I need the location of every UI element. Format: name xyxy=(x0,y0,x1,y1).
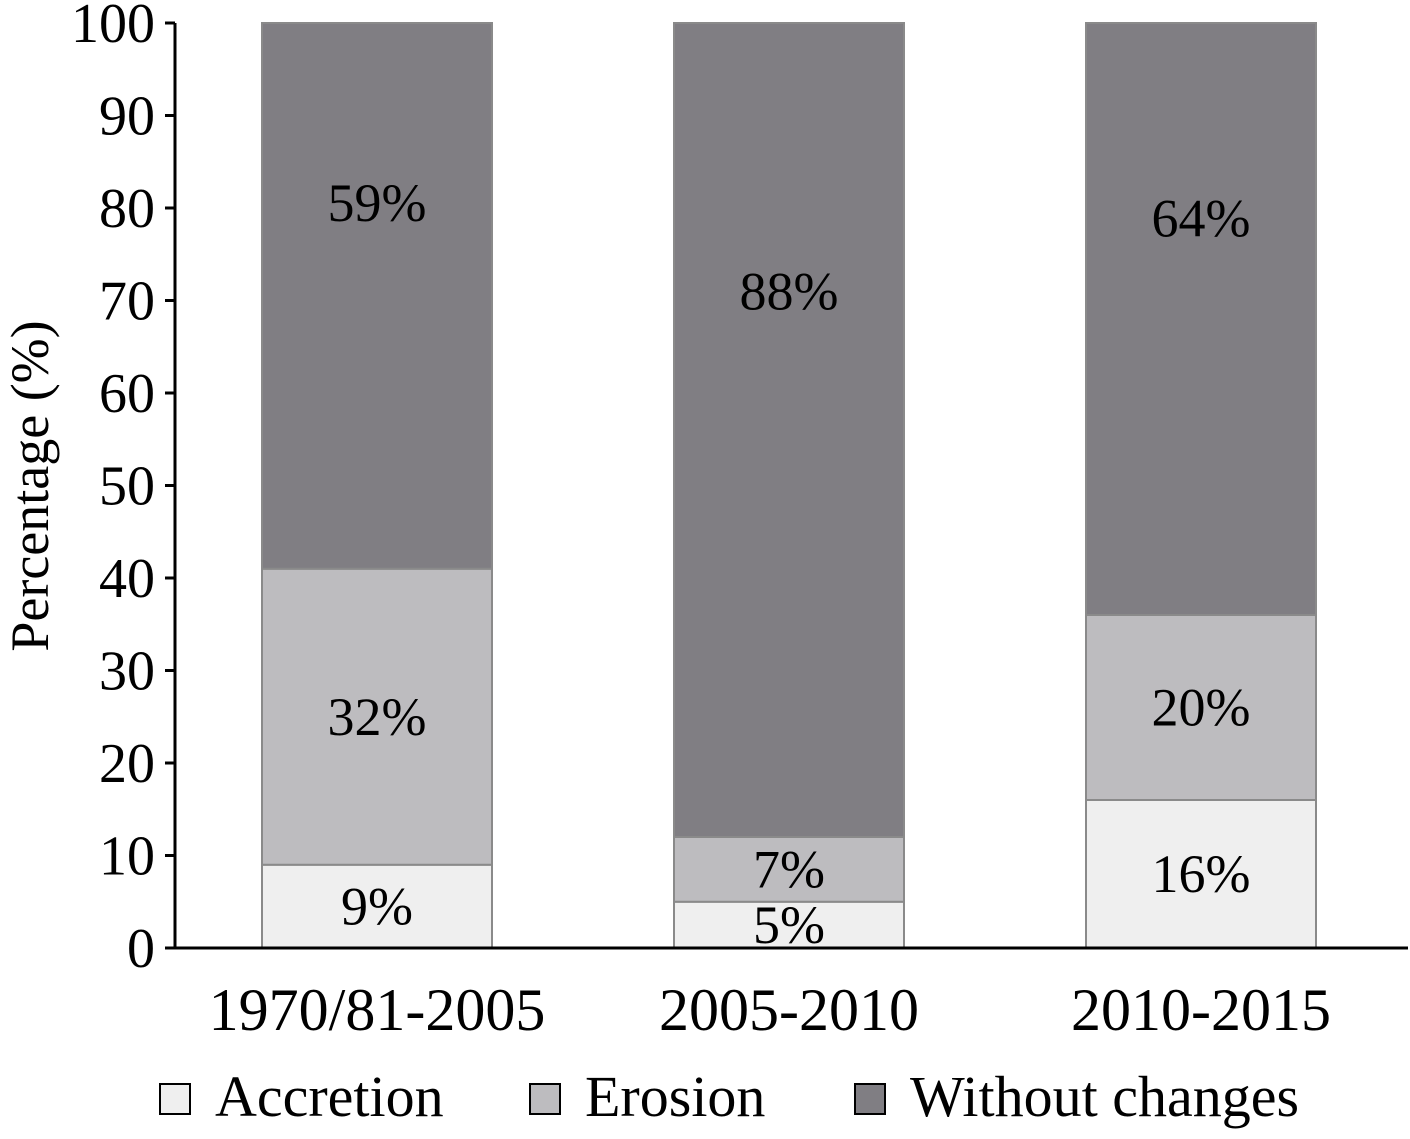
y-tick-label: 40 xyxy=(99,548,155,610)
y-tick-label: 80 xyxy=(99,178,155,240)
bar-segment-3-cat-3 xyxy=(1085,22,1317,616)
y-tick-label: 30 xyxy=(99,641,155,703)
bar-segment-2-cat-3 xyxy=(1085,614,1317,801)
y-tick-label: 20 xyxy=(99,733,155,795)
y-tick-label: 70 xyxy=(99,271,155,333)
data-label-1-cat-3: 16% xyxy=(1152,844,1251,904)
data-label-2-cat-3: 20% xyxy=(1152,678,1251,738)
bar-segment-2-cat-1 xyxy=(261,567,493,866)
data-label-2-cat-1: 32% xyxy=(328,687,427,747)
bars-layer xyxy=(261,22,1317,949)
legend-swatch xyxy=(854,1083,886,1115)
y-tick-label: 60 xyxy=(99,363,155,425)
x-category-label: 2005-2010 xyxy=(659,977,919,1043)
y-tick-label: 90 xyxy=(99,86,155,148)
data-labels-layer: 9% 32% 59% 5%7% 88% 16% 20% 64% xyxy=(328,173,1251,955)
legend-label: Accretion xyxy=(215,1064,444,1129)
axes-layer: 0 10 20 30 40 50 60 70 80 90 100 Percentage (%) 1970… xyxy=(0,0,1408,1043)
data-label-3-cat-1: 59% xyxy=(328,173,427,233)
x-category-label: 1970/81-2005 xyxy=(209,977,546,1043)
y-tick-label: 50 xyxy=(99,456,155,518)
legend-swatch xyxy=(529,1083,561,1115)
data-label-3-cat-3: 64% xyxy=(1152,188,1251,248)
bar-segment-3-cat-1 xyxy=(261,22,493,570)
bar-segment-1-cat-3 xyxy=(1085,799,1317,949)
y-axis-title: Percentage (%) xyxy=(0,320,60,651)
legend: Accretion Erosion Without changes xyxy=(159,1064,1299,1129)
legend-label: Without changes xyxy=(910,1064,1299,1129)
bar-segment-2-cat-2 xyxy=(673,836,905,903)
legend-label: Erosion xyxy=(585,1064,765,1129)
x-category-label: 2010-2015 xyxy=(1071,977,1331,1043)
legend-swatch xyxy=(159,1083,191,1115)
data-label-2-cat-2: 7% xyxy=(753,839,825,899)
y-tick-label: 10 xyxy=(99,826,155,888)
data-label-1-cat-2: 5% xyxy=(753,895,825,955)
y-tick-label: 0 xyxy=(127,918,155,980)
bar-segment-3-cat-2 xyxy=(673,22,905,838)
y-tick-label: 100 xyxy=(71,0,155,55)
bar-segment-1-cat-1 xyxy=(261,863,493,949)
data-label-3-cat-2: 88% xyxy=(740,262,839,322)
data-label-1-cat-1: 9% xyxy=(341,876,413,936)
